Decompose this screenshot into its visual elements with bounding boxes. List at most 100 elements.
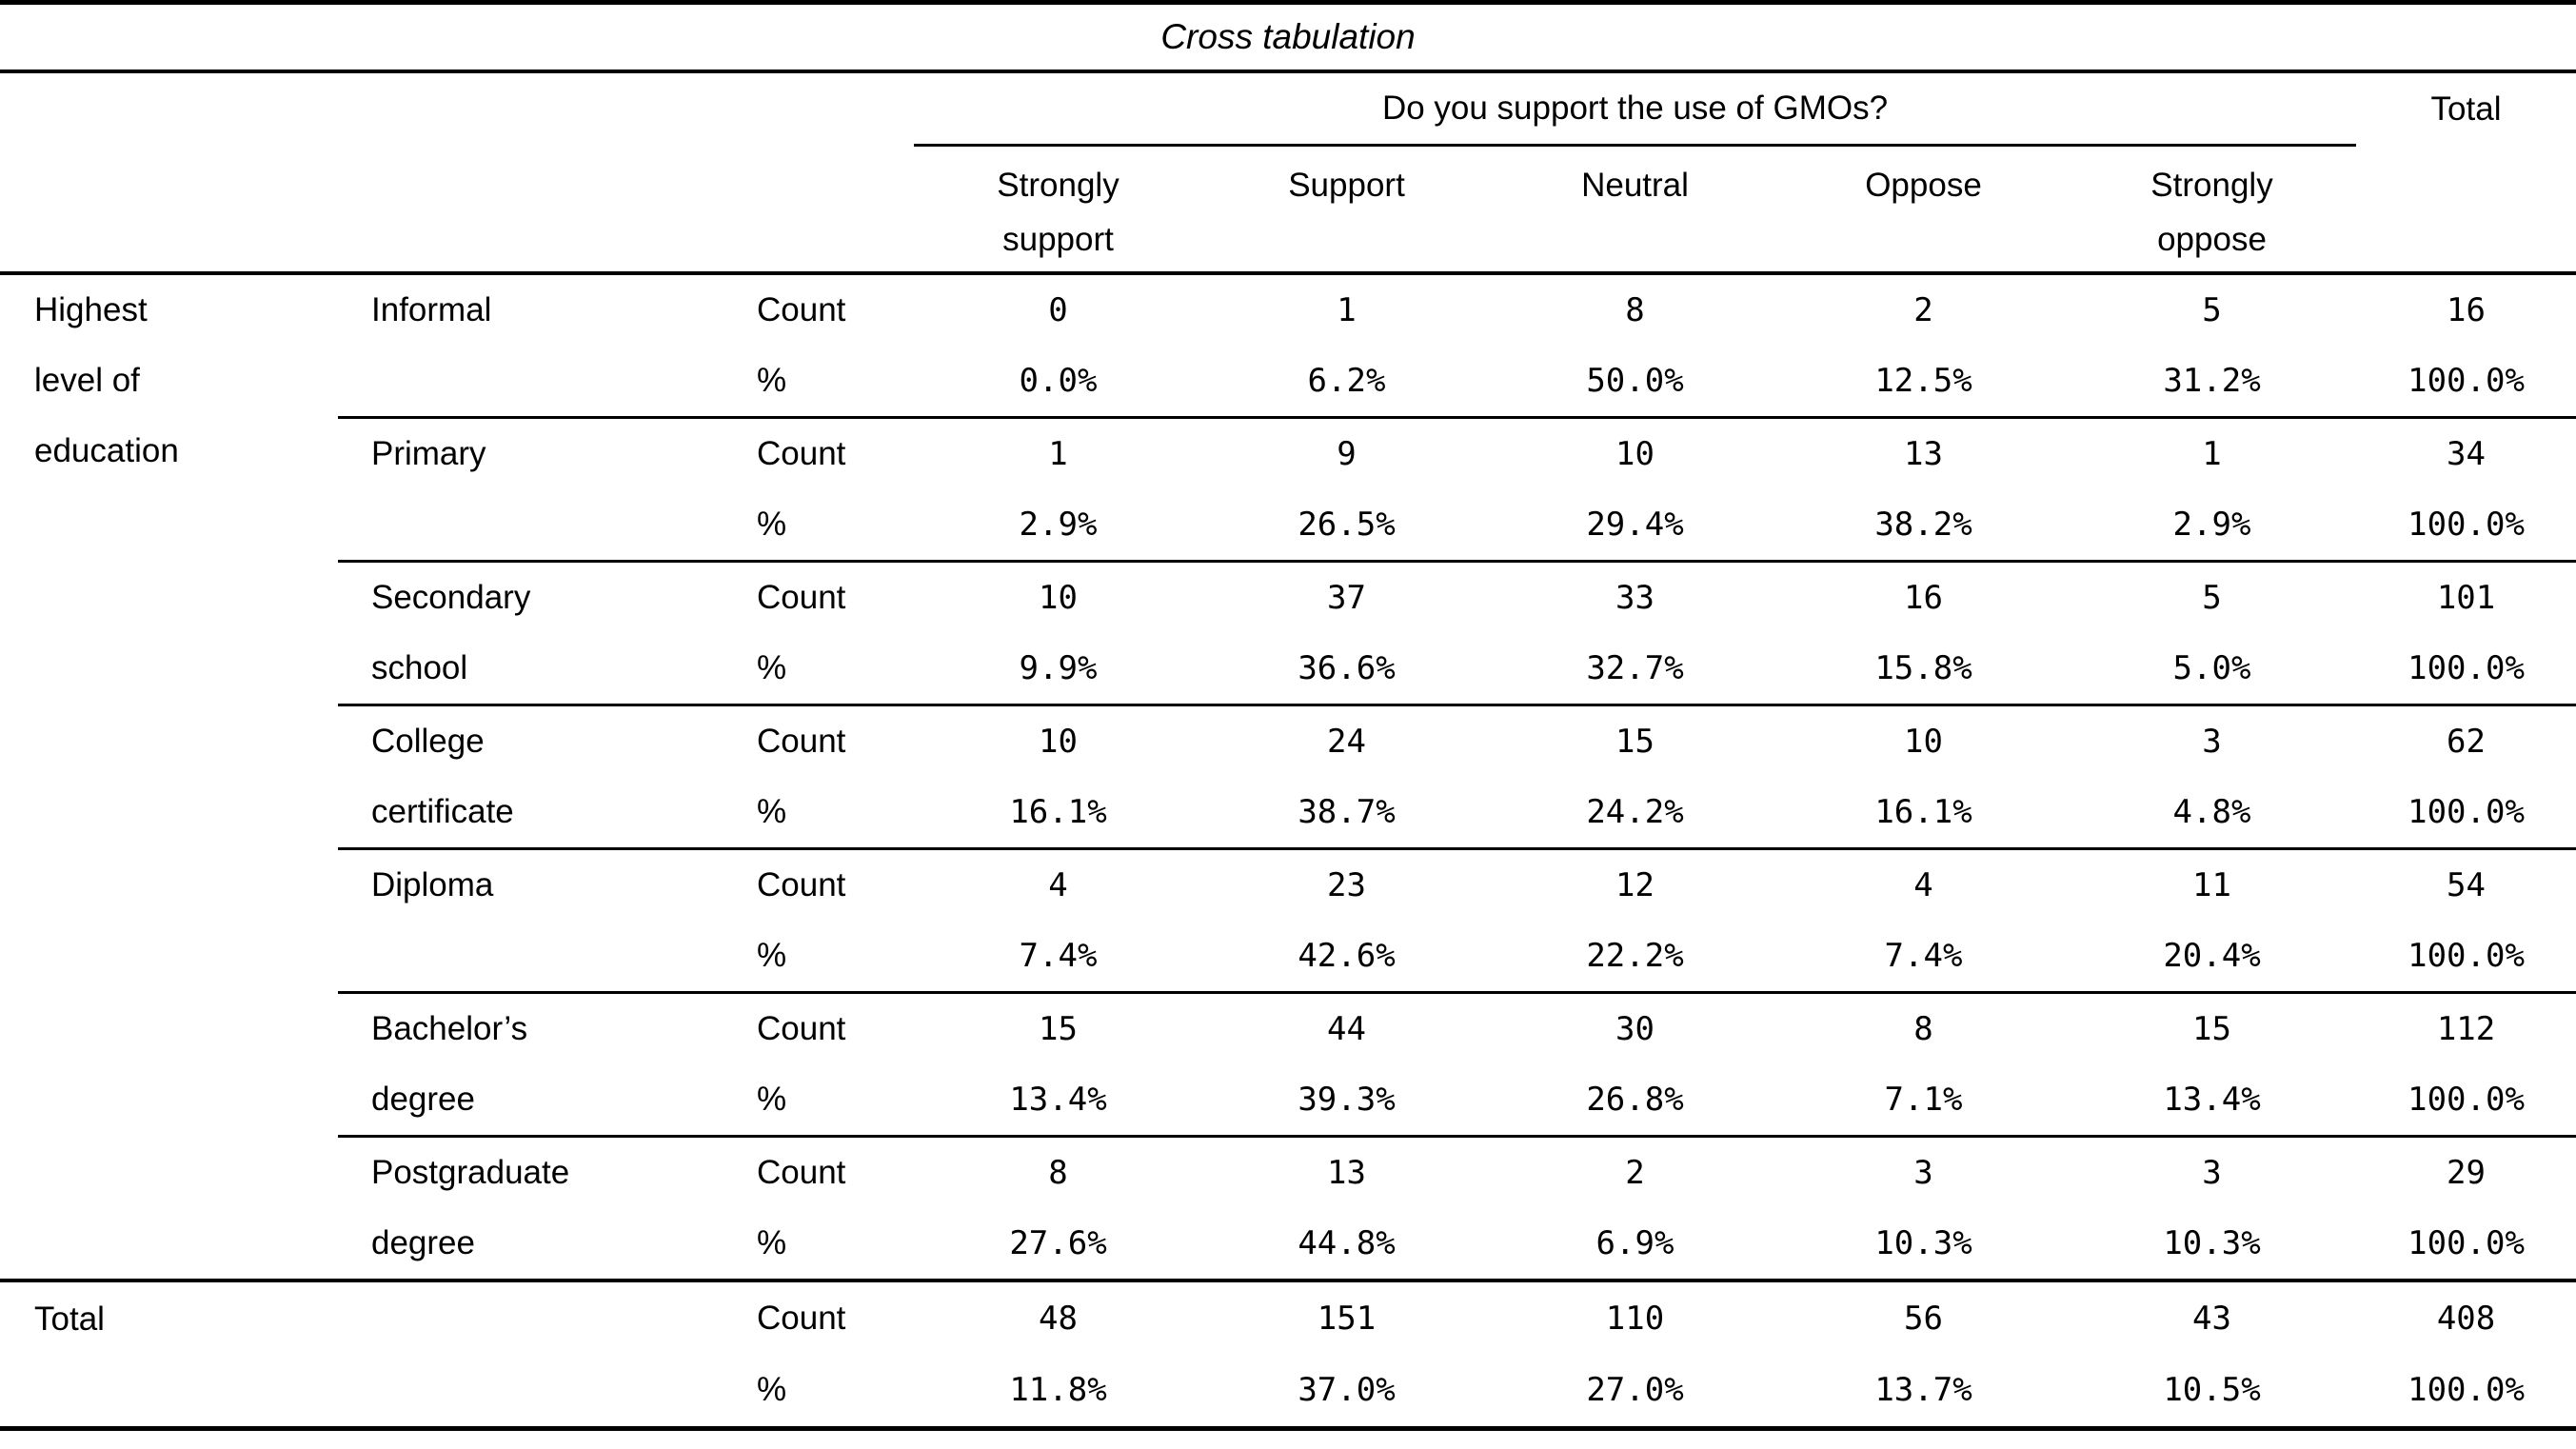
percent-label: % <box>757 936 787 974</box>
count-cell: 4 <box>1779 846 2068 921</box>
row-total-count-cell: 101 <box>2356 559 2576 633</box>
count-label: Count <box>723 846 914 921</box>
percent-cell: 13.4% <box>1009 1080 1107 1119</box>
grand-total-count-cell: 408 <box>2356 1278 2576 1355</box>
count-cell: 10 <box>1779 703 2068 777</box>
percent-cell: 20.4% <box>2163 936 2261 975</box>
table-row-diploma-percent: % 7.4% 42.6% 22.2% 7.4% 20.4% 100.0% <box>0 921 2576 993</box>
percent-cell: 26.8% <box>1586 1080 1684 1119</box>
percent-cell: 7.4% <box>1884 936 1963 975</box>
row-label: College certificate <box>338 703 723 848</box>
percent-cell: 31.2% <box>2163 361 2261 400</box>
row-total-count-cell: 62 <box>2356 703 2576 777</box>
row-label: Informal <box>371 290 492 328</box>
percent-label: % <box>757 648 787 686</box>
row-total-percent-cell: 100.0% <box>2408 936 2525 975</box>
row-label: Secondary school <box>338 559 723 705</box>
table-title-row: Cross tabulation <box>0 2 2576 73</box>
percent-cell: 2.9% <box>1019 505 1098 544</box>
percent-cell: 6.2% <box>1307 361 1386 400</box>
count-cell: 23 <box>1202 846 1491 921</box>
table-row-college-count: College certificate Count 10 24 15 10 3 … <box>0 703 2576 848</box>
table-row-bachelors-count: Bachelor’s degree Count 15 44 30 8 15 11… <box>0 990 2576 1136</box>
table-row-postgraduate-count: Postgraduate degree Count 8 13 2 3 3 29 <box>0 1134 2576 1280</box>
column-header-strongly-oppose: Strongly oppose <box>2068 145 2356 275</box>
table-title: Cross tabulation <box>0 2 2576 73</box>
percent-cell: 2.9% <box>2172 505 2251 544</box>
total-count-cell: 56 <box>1779 1278 2068 1355</box>
percent-cell: 50.0% <box>1586 361 1684 400</box>
count-cell: 15 <box>2068 990 2356 1064</box>
percent-cell: 7.4% <box>1019 936 1098 975</box>
count-label: Count <box>757 290 846 328</box>
total-count-cell: 48 <box>914 1278 1202 1355</box>
percent-cell: 6.9% <box>1595 1223 1674 1262</box>
row-label: Bachelor’s degree <box>338 990 723 1136</box>
count-cell: 37 <box>1202 559 1491 633</box>
row-total-percent-cell: 100.0% <box>2408 1223 2525 1262</box>
percent-label: % <box>757 1223 787 1261</box>
percent-cell: 16.1% <box>1009 792 1107 831</box>
percent-cell: 29.4% <box>1586 505 1684 544</box>
count-cell: 5 <box>2202 290 2222 329</box>
percent-cell: 10.3% <box>1874 1223 1972 1262</box>
row-total-percent-cell: 100.0% <box>2408 648 2525 687</box>
count-cell: 13 <box>1779 415 2068 489</box>
count-cell: 10 <box>914 703 1202 777</box>
percent-cell: 44.8% <box>1298 1223 1396 1262</box>
percent-cell: 13.4% <box>2163 1080 2261 1119</box>
row-total-percent-cell: 100.0% <box>2408 361 2525 400</box>
table-row-total-count: Total Count 48 151 110 56 43 408 <box>0 1278 2576 1429</box>
count-cell: 3 <box>2068 1134 2356 1208</box>
column-header-support: Support <box>1202 145 1491 275</box>
table-row-primary-percent: % 2.9% 26.5% 29.4% 38.2% 2.9% 100.0% <box>0 489 2576 562</box>
count-label: Count <box>723 1278 914 1355</box>
percent-cell: 36.6% <box>1298 648 1396 687</box>
count-cell: 8 <box>1779 990 2068 1064</box>
total-percent-cell: 13.7% <box>1874 1371 1972 1410</box>
row-total-percent-cell: 100.0% <box>2408 792 2525 831</box>
count-cell: 9 <box>1202 415 1491 489</box>
count-cell: 30 <box>1491 990 1779 1064</box>
column-header-strongly-support: Strongly support <box>914 145 1202 275</box>
row-total-count-cell: 29 <box>2356 1134 2576 1208</box>
percent-label: % <box>757 1080 787 1118</box>
count-cell: 24 <box>1202 703 1491 777</box>
percent-cell: 4.8% <box>2172 792 2251 831</box>
count-cell: 1 <box>914 415 1202 489</box>
count-cell: 0 <box>1048 290 1068 329</box>
percent-label: % <box>757 505 787 543</box>
options-header-row: Strongly support Support Neutral Oppose … <box>0 145 2576 275</box>
count-cell: 15 <box>1491 703 1779 777</box>
percent-cell: 7.1% <box>1884 1080 1963 1119</box>
count-label: Count <box>723 1134 914 1208</box>
count-cell: 8 <box>1625 290 1645 329</box>
count-cell: 10 <box>1491 415 1779 489</box>
row-total-percent-cell: 100.0% <box>2408 1080 2525 1119</box>
count-cell: 3 <box>2068 703 2356 777</box>
table-row-diploma-count: Diploma Count 4 23 12 4 11 54 <box>0 846 2576 992</box>
grand-total-percent-cell: 100.0% <box>2408 1371 2525 1410</box>
table-row-bachelors-percent: % 13.4% 39.3% 26.8% 7.1% 13.4% 100.0% <box>0 1064 2576 1137</box>
percent-cell: 24.2% <box>1586 792 1684 831</box>
table-row-informal-count: Highest level of education Informal Coun… <box>0 273 2576 469</box>
count-cell: 13 <box>1202 1134 1491 1208</box>
count-cell: 10 <box>914 559 1202 633</box>
table-row-college-percent: % 16.1% 38.7% 24.2% 16.1% 4.8% 100.0% <box>0 777 2576 849</box>
question-header-row: Do you support the use of GMOs? Total <box>0 70 2576 147</box>
row-label: Primary <box>338 415 723 561</box>
row-total-percent-cell: 100.0% <box>2408 505 2525 544</box>
percent-cell: 32.7% <box>1586 648 1684 687</box>
header-spacer <box>0 71 914 146</box>
percent-cell: 26.5% <box>1298 505 1396 544</box>
percent-cell: 27.6% <box>1009 1223 1107 1262</box>
percent-cell: 39.3% <box>1298 1080 1396 1119</box>
table-row-total-percent: % 11.8% 37.0% 27.0% 13.7% 10.5% 100.0% <box>0 1355 2576 1429</box>
percent-cell: 12.5% <box>1874 361 1972 400</box>
count-cell: 12 <box>1491 846 1779 921</box>
total-percent-cell: 10.5% <box>2163 1371 2261 1410</box>
row-total-count-cell: 34 <box>2356 415 2576 489</box>
percent-cell: 38.7% <box>1298 792 1396 831</box>
